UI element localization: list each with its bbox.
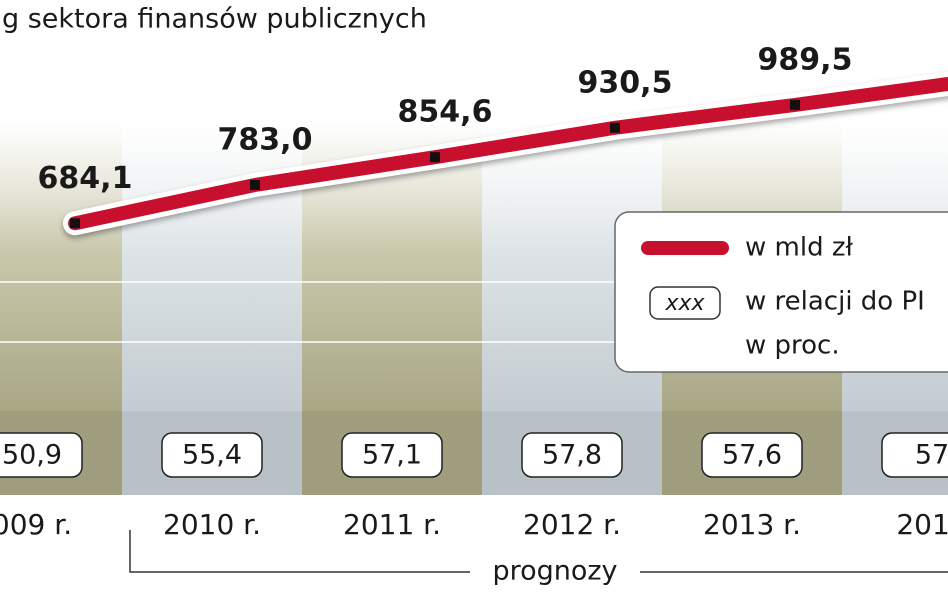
value-label: 684,1 [38,161,133,196]
value-label: 930,5 [578,65,673,100]
x-tick-label: 2010 r. [163,508,261,541]
point-marker [610,122,620,133]
x-tick-label: 2013 r. [703,508,801,541]
legend-label: w relacji do PI [745,287,925,317]
pct-label: 55,4 [182,440,242,471]
legend-label: w mld zł [745,233,853,263]
chart-title: g sektora finansów publicznych [2,4,427,35]
pct-box [161,432,263,478]
bracket-label: prognozy [492,556,617,587]
legend-label: w proc. [745,331,840,361]
x-tick-label: 2011 r. [343,508,441,541]
pct-label: 57,8 [542,440,602,471]
point-marker [70,218,80,229]
pct-label: 57 [915,440,948,471]
pct-label: 50,9 [2,440,62,471]
column-band [122,120,302,411]
pct-box [341,432,443,478]
x-tick-label: 009 r. [0,508,72,541]
line [68,76,948,231]
value-label: 783,0 [218,122,313,157]
pct-label: 57,1 [362,440,422,471]
pct-box [521,432,623,478]
value-label: 854,6 [398,95,493,130]
point-marker [790,99,800,110]
legend-sample: xxx [664,291,705,316]
bracket [129,530,948,573]
point-marker [250,179,260,190]
column-band [0,120,122,411]
legend-swatch [649,286,721,320]
point-marker [430,152,440,163]
pct-label: 57,6 [722,440,782,471]
value-label: 989,5 [758,42,853,77]
pct-box [701,432,803,478]
pct-box [0,432,83,478]
pct-box [881,432,948,478]
x-tick-label: 2014 [896,508,948,541]
x-tick-label: 2012 r. [523,508,621,541]
